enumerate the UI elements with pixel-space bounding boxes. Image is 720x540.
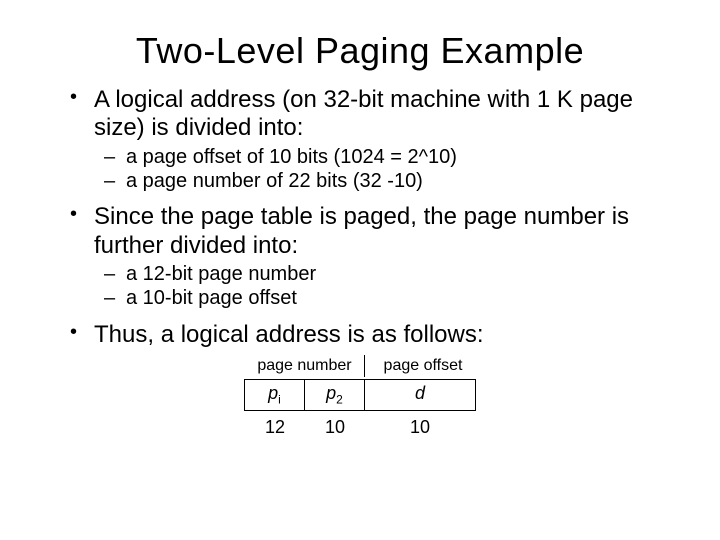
cell-p1: pi [245, 380, 305, 410]
bits-p1: 12 [245, 417, 305, 438]
cell-p2: p2 [305, 380, 365, 410]
sub-bullet-item: a page number of 22 bits (32 -10) [126, 169, 660, 193]
cell-d: d [365, 380, 475, 410]
bullet-text: Since the page table is paged, the page … [94, 203, 629, 258]
bullet-list: A logical address (on 32-bit machine wit… [60, 86, 660, 349]
bullet-item: Since the page table is paged, the page … [94, 203, 660, 310]
diagram-bits-row: 12 10 10 [245, 417, 475, 438]
diagram-box-row: pi p2 d [244, 379, 476, 411]
slide-title: Two-Level Paging Example [60, 30, 660, 72]
bullet-text: Thus, a logical address is as follows: [94, 321, 484, 348]
address-diagram: page number page offset pi p2 d 12 10 10 [60, 355, 660, 438]
header-page-offset: page offset [365, 355, 475, 377]
header-page-number: page number [245, 355, 365, 377]
sub-bullet-item: a 12-bit page number [126, 262, 660, 286]
sub-bullet-list: a page offset of 10 bits (1024 = 2^10) a… [94, 145, 660, 194]
sub-bullet-item: a page offset of 10 bits (1024 = 2^10) [126, 145, 660, 169]
diagram-header-row: page number page offset [245, 355, 475, 377]
sub-bullet-list: a 12-bit page number a 10-bit page offse… [94, 262, 660, 311]
bullet-item: Thus, a logical address is as follows: [94, 321, 660, 349]
bits-p2: 10 [305, 417, 365, 438]
bits-d: 10 [365, 417, 475, 438]
bullet-text: A logical address (on 32-bit machine wit… [94, 86, 633, 141]
sub-bullet-item: a 10-bit page offset [126, 286, 660, 310]
bullet-item: A logical address (on 32-bit machine wit… [94, 86, 660, 193]
